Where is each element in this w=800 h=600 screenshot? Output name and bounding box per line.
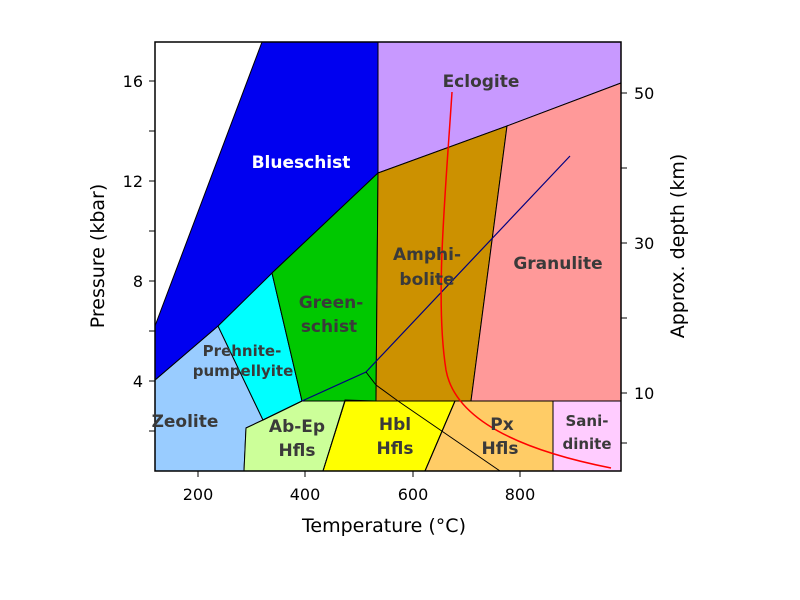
greenschist-label-line1: Green- bbox=[299, 293, 364, 313]
hbl-px-boundary bbox=[424, 400, 456, 472]
greenschist-label-line2: schist bbox=[301, 317, 357, 337]
hornfels-diagonal-line bbox=[365, 371, 501, 472]
depth-tick-label-30: 30 bbox=[634, 234, 654, 253]
hbl-hfls-label-line1: Hbl bbox=[379, 415, 411, 435]
y-axis-right-ticks: 10 30 50 bbox=[621, 84, 654, 444]
plot-frame bbox=[154, 41, 622, 472]
zeolite-label: Zeolite bbox=[152, 412, 219, 432]
x-tick-label-800: 800 bbox=[505, 485, 536, 504]
hbl-hfls-label-line2: Hfls bbox=[377, 439, 414, 459]
y-tick-label-12: 12 bbox=[123, 172, 143, 191]
eclogite-label: Eclogite bbox=[443, 72, 520, 92]
blueschist-label: Blueschist bbox=[252, 153, 351, 173]
y-axis-left-title: Pressure (kbar) bbox=[87, 184, 109, 329]
amphibolite-label-line1: Amphi- bbox=[393, 245, 461, 265]
granulite-label: Granulite bbox=[513, 254, 602, 274]
x-axis-title: Temperature (°C) bbox=[301, 515, 466, 537]
y-axis-left-ticks: 4 8 12 16 bbox=[123, 72, 155, 432]
amphibolite-label-line2: bolite bbox=[399, 270, 454, 290]
y-tick-label-4: 4 bbox=[133, 372, 143, 391]
px-hfls-label-line2: Hfls bbox=[482, 439, 519, 459]
y-tick-label-16: 16 bbox=[123, 72, 143, 91]
depth-tick-label-50: 50 bbox=[634, 84, 654, 103]
px-hfls-label-line1: Px bbox=[490, 415, 513, 435]
red-curve bbox=[440, 91, 612, 469]
y-axis-right-title: Approx. depth (km) bbox=[667, 154, 689, 339]
ab-ep-hbl-boundary bbox=[322, 400, 346, 472]
prehnite-pumpellyite-label-line1: Prehnite- bbox=[203, 342, 282, 360]
depth-tick-label-10: 10 bbox=[634, 384, 654, 403]
prehnite-pumpellyite-label-line2: pumpellyite bbox=[193, 362, 294, 380]
ab-ep-hfls-label-line1: Ab-Ep bbox=[269, 417, 325, 437]
y-tick-label-8: 8 bbox=[133, 272, 143, 291]
x-axis-ticks: 200 400 600 800 bbox=[183, 471, 536, 504]
sanidinite-label-line1: Sani- bbox=[566, 412, 609, 430]
x-tick-label-600: 600 bbox=[398, 485, 429, 504]
x-tick-label-400: 400 bbox=[290, 485, 321, 504]
sanidinite-label-line2: dinite bbox=[562, 435, 611, 453]
x-tick-label-200: 200 bbox=[183, 485, 214, 504]
ab-ep-hfls-label-line2: Hfls bbox=[279, 441, 316, 461]
